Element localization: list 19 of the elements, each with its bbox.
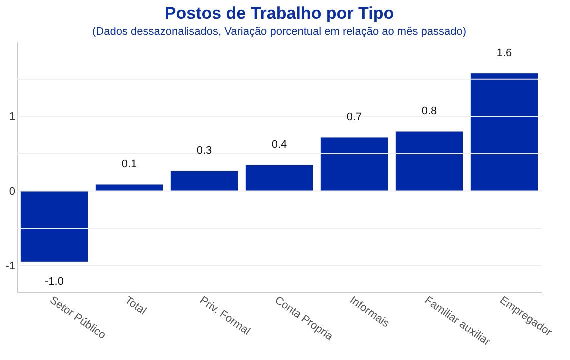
data-label: 0.3 [196,145,212,158]
data-label: 0.1 [122,158,138,171]
bar [320,137,388,192]
bar [470,73,538,192]
bar [20,191,88,262]
chart-subtitle: (Dados dessazonalisados, Variação porcentual em relação ao mês passado) [92,26,467,38]
data-label: 0.7 [346,112,362,124]
y-tick-label: -1 [6,260,16,272]
data-label: 0.4 [272,139,288,152]
bar [96,184,164,192]
bar [246,164,314,192]
chart-title: Postos de Trabalho por Tipo [164,4,394,23]
data-label: 1.6 [496,47,512,60]
data-label: 0.8 [422,106,438,118]
bar [170,170,238,192]
y-tick-label: 1 [9,111,16,124]
bar [396,131,464,192]
data-label: -1.0 [45,276,64,288]
y-tick-label: 0 [9,186,16,198]
